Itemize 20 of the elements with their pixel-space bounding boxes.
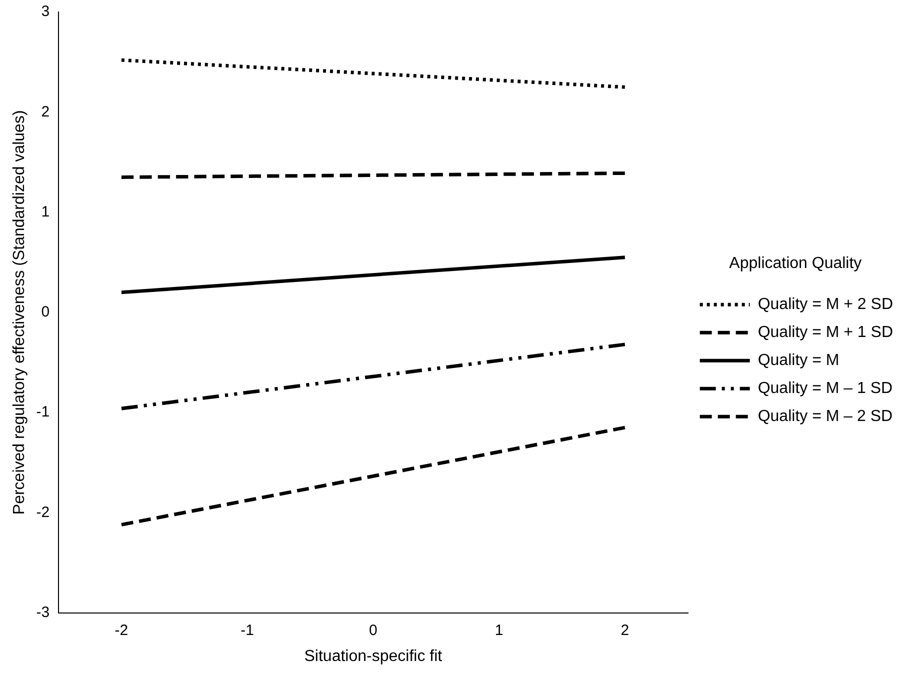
y-tick-label: -2 <box>36 504 50 521</box>
y-tick-label: -1 <box>36 404 50 421</box>
y-axis-title: Perceived regulatory effectiveness (Standardized values) <box>11 110 28 515</box>
x-axis-title: Situation-specific fit <box>304 648 443 665</box>
y-tick-label: 1 <box>41 203 50 220</box>
y-tick-label: -3 <box>36 604 50 621</box>
legend-title: Application Quality <box>729 254 862 272</box>
y-tick-label: 3 <box>41 3 50 20</box>
legend-label: Quality = M <box>758 352 840 370</box>
legend-label: Quality = M + 2 SD <box>758 296 894 314</box>
y-tick-label: 2 <box>41 103 50 120</box>
y-tick-label: 0 <box>41 304 50 321</box>
x-tick-label: 1 <box>494 622 504 639</box>
legend-label: Quality = M – 2 SD <box>758 408 893 426</box>
x-tick-label: 2 <box>620 622 630 639</box>
legend-label: Quality = M – 1 SD <box>758 380 893 398</box>
legend-label: Quality = M + 1 SD <box>758 324 894 342</box>
x-tick-label: -1 <box>240 622 254 639</box>
x-tick-label: 0 <box>369 622 378 639</box>
x-tick-label: -2 <box>114 622 128 639</box>
